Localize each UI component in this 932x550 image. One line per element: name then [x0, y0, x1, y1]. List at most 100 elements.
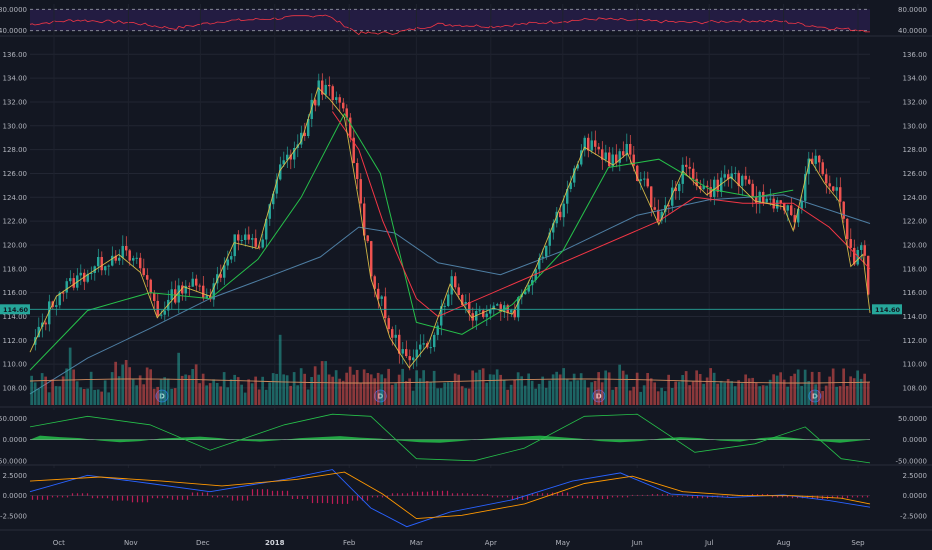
candle-body: [181, 285, 184, 294]
candle-body: [503, 305, 506, 312]
volume-bar: [261, 376, 264, 405]
candle-body: [531, 280, 534, 286]
candle-body: [163, 310, 166, 315]
rsi-left-tick-0: 80.0000: [0, 6, 27, 14]
volume-bar: [660, 387, 663, 405]
price-right-tick-12: 112.00: [903, 337, 928, 345]
candle-body: [601, 149, 604, 160]
volume-bar: [313, 366, 317, 405]
volume-bar: [600, 382, 604, 405]
time-axis[interactable]: Oct Nov Dec 2018 Feb Mar Apr May Jun Jul Aug Sep: [0, 532, 932, 550]
volume-bar: [807, 381, 810, 405]
oscillator-panel[interactable]: 50.0000 50.0000 0.0000 0.0000 -50.0000 -50.00…: [0, 410, 932, 466]
volume-bar: [576, 380, 579, 405]
volume-bar: [355, 370, 359, 405]
candle-body: [856, 250, 859, 265]
volume-bar: [362, 369, 366, 405]
time-axis-tick-1: Nov: [124, 539, 138, 547]
volume-bar: [422, 370, 425, 405]
candle-body: [664, 205, 667, 212]
volume-bar: [345, 372, 348, 405]
volume-bar: [705, 377, 709, 405]
price-left-tick-5: 126.00: [3, 170, 28, 178]
volume-bar: [240, 384, 243, 405]
time-axis-tick-9: Jul: [704, 539, 714, 547]
volume-bar: [348, 366, 352, 405]
volume-bar: [593, 380, 597, 405]
time-axis-tick-10: Aug: [777, 539, 791, 547]
candle-body: [373, 276, 376, 289]
volume-bar: [156, 386, 159, 405]
volume-bar: [131, 379, 135, 405]
volume-bar: [586, 387, 590, 405]
volume-bar: [677, 381, 681, 405]
candle-body: [734, 172, 737, 174]
volume-bar: [467, 388, 471, 405]
candle-body: [839, 187, 842, 202]
candle-body: [356, 163, 359, 179]
volume-bar: [639, 391, 642, 405]
volume-bar: [439, 388, 443, 405]
candle-body: [429, 347, 432, 349]
candle-body: [177, 285, 180, 303]
candle-body: [79, 272, 82, 276]
time-axis-tick-3: 2018: [265, 539, 285, 547]
volume-bar: [502, 380, 506, 405]
candle-body: [608, 152, 611, 167]
rsi-panel[interactable]: 80.0000 80.0000 40.0000 40.0000: [0, 4, 932, 37]
candle-body: [863, 245, 866, 256]
macd-panel[interactable]: 2.5000 2.5000 0.0000 0.0000 -2.5000 -2.5000: [0, 468, 932, 531]
candle-body: [671, 187, 674, 206]
candle-body: [293, 148, 296, 160]
volume-bar: [296, 385, 299, 405]
volume-bar: [625, 374, 628, 405]
volume-bar: [852, 378, 856, 405]
rsi-band: [30, 9, 870, 31]
volume-bar: [54, 386, 58, 405]
candle-body: [398, 334, 401, 354]
volume-bar: [443, 382, 446, 405]
candle-body: [401, 349, 404, 354]
volume-bar: [562, 368, 565, 405]
volume-bar: [408, 378, 411, 405]
candle-body: [587, 137, 590, 151]
volume-bar: [411, 390, 415, 405]
volume-bar: [317, 374, 320, 405]
candle-body: [125, 246, 128, 251]
candle-body: [142, 268, 145, 276]
oscillator-left-tick-2: -50.0000: [0, 457, 27, 465]
price-left-tick-11: 114.00: [3, 313, 28, 321]
volume-bar: [513, 379, 516, 405]
candle-body: [744, 175, 747, 180]
price-right-tick-3: 130.00: [903, 122, 928, 130]
volume-bar: [142, 384, 145, 405]
volume-bar: [37, 389, 40, 405]
candle-body: [279, 164, 282, 180]
time-axis-bg: [0, 532, 932, 550]
candle-body: [433, 334, 436, 348]
volume-bar: [471, 370, 474, 405]
volume-bar: [285, 375, 289, 405]
candle-body: [580, 150, 583, 165]
candle-body: [44, 322, 47, 325]
volume-bar: [831, 368, 835, 405]
volume-bar: [397, 374, 401, 405]
candle-body: [590, 140, 593, 151]
volume-bar: [744, 374, 747, 405]
oscillator-line-0: [29, 413, 871, 464]
volume-bar: [30, 375, 33, 405]
volume-bar: [712, 372, 716, 405]
candle-body: [289, 154, 292, 160]
candle-body: [338, 97, 341, 103]
volume-bar: [82, 389, 86, 405]
candle-body: [786, 205, 789, 211]
time-axis-tick-6: Apr: [485, 539, 497, 547]
volume-bar: [236, 377, 240, 405]
volume-bar: [282, 374, 285, 405]
price-panel[interactable]: 136.00 136.00 134.00 134.00 132.00 132.00 130.…: [0, 4, 932, 530]
volume-bar: [506, 389, 509, 405]
candle-body: [300, 132, 303, 145]
candle-body: [702, 185, 705, 190]
volume-bar: [93, 389, 96, 405]
